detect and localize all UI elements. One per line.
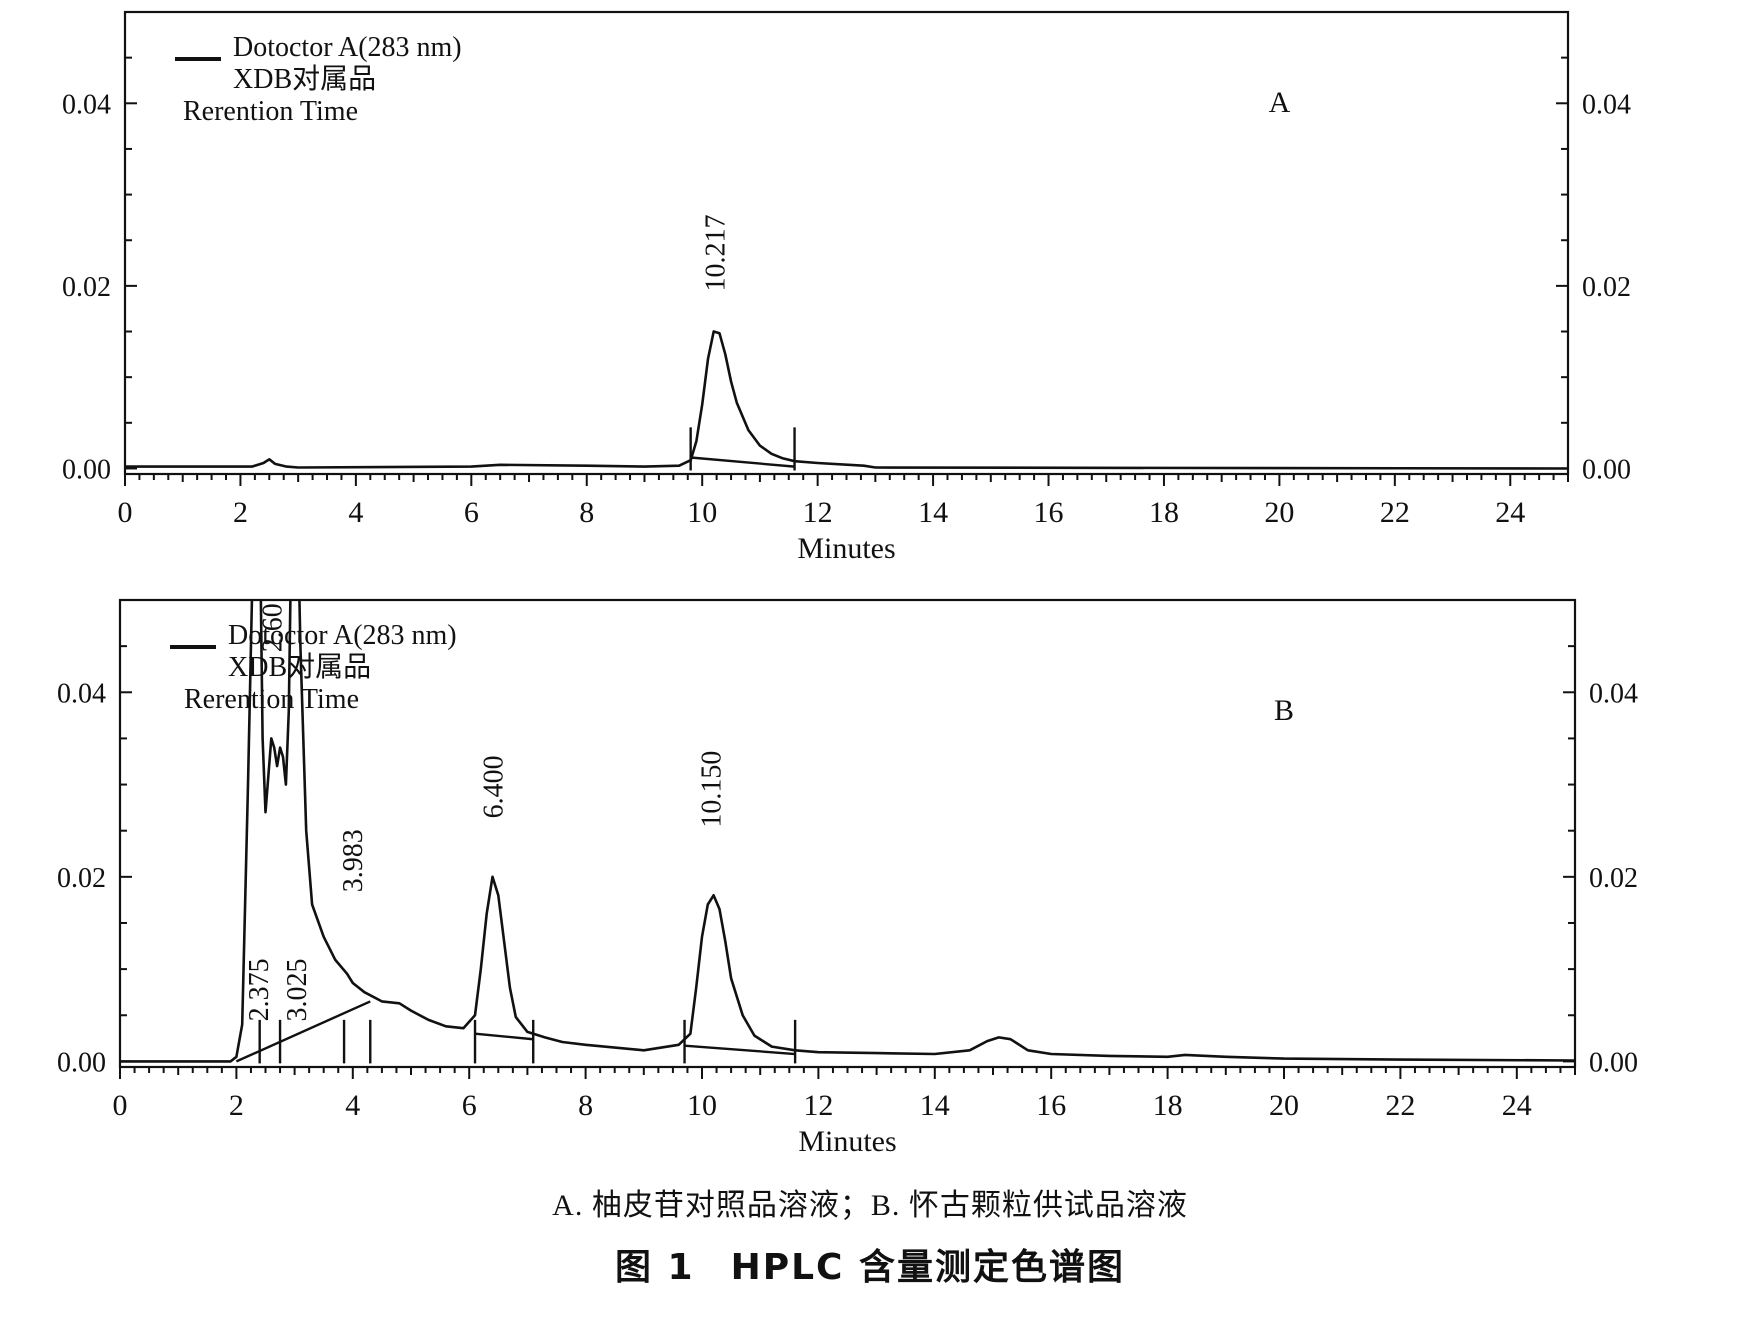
panel-a-ytick-label-left: 0.04 xyxy=(62,89,111,120)
panel-b-xtick-label: 16 xyxy=(1036,1089,1066,1122)
panel-a-xtick-label: 6 xyxy=(464,496,479,529)
panel-b-xtick-label: 8 xyxy=(578,1089,593,1122)
panel-a-xtick-label: 20 xyxy=(1264,496,1294,529)
panel-a-xtick-label: 14 xyxy=(918,496,948,529)
panel-b-baseline-segment xyxy=(684,1044,796,1056)
panel-b-xtick-label: 12 xyxy=(803,1089,833,1122)
panel-a-ytick-label-right: 0.04 xyxy=(1582,89,1631,120)
panel-b-xtick-label: 2 xyxy=(229,1089,244,1122)
panel-b-ytick-label-right: 0.02 xyxy=(1589,863,1638,894)
panel-a-panel-letter: A xyxy=(1269,86,1291,119)
panel-b-traces xyxy=(120,600,1575,1064)
panel-a-xtick-label: 18 xyxy=(1149,496,1179,529)
panel-b-x-axis-label: Minutes xyxy=(798,1125,896,1158)
panel-b-xtick-label: 0 xyxy=(113,1089,128,1122)
panel-a-peak-label: 10.217 xyxy=(701,214,732,291)
panel-b-ytick-label-left: 0.00 xyxy=(57,1047,106,1078)
panel-a-xtick-label: 2 xyxy=(233,496,248,529)
figure-title: 图 1 HPLC 含量测定色谱图 xyxy=(0,1238,1740,1290)
panel-a: 0.00 0.000.02 0.020.04 0.040 2 4 6 8 10 12 14 16 18 2… xyxy=(62,10,1631,565)
panel-a-x-axis-label: Minutes xyxy=(797,532,895,565)
panel-b-ytick-label-left: 0.02 xyxy=(57,863,106,894)
panel-b-panel-letter: B xyxy=(1274,694,1294,727)
panel-b-xtick-label: 6 xyxy=(462,1089,477,1122)
panel-a-ytick-label-right: 0.00 xyxy=(1582,454,1631,485)
panel-b-peak-label: 10.150 xyxy=(697,751,728,828)
panel-b-xtick-label: 18 xyxy=(1153,1089,1183,1122)
panel-b-xtick-label: 20 xyxy=(1269,1089,1299,1122)
panel-a-baseline-segment xyxy=(690,456,795,468)
panel-a-legend-line-2: XDB对属品 xyxy=(233,63,376,95)
panel-a-ytick-label-right: 0.02 xyxy=(1582,272,1631,303)
panel-b-peak-label: 2.60 xyxy=(257,603,288,652)
panel-b-ytick-label-right: 0.04 xyxy=(1589,678,1638,709)
panel-a-ytick-label-left: 0.00 xyxy=(62,454,111,485)
panel-a-xtick-label: 16 xyxy=(1034,496,1064,529)
panel-a-series-line xyxy=(125,330,1568,470)
panel-b-legend-line-3: Rerention Time xyxy=(184,684,359,715)
panel-b-xtick-label: 14 xyxy=(920,1089,950,1122)
panel-b-xtick-label: 4 xyxy=(345,1089,360,1122)
panel-b-xtick-label: 10 xyxy=(687,1089,717,1122)
panel-b-legend-line-1: Dotoctor A(283 nm) xyxy=(228,620,457,651)
figure-subcaption: A. 柚皮苷对照品溶液；B. 怀古颗粒供试品溶液 xyxy=(552,1189,1188,1222)
panel-b-series-line xyxy=(120,600,1575,1063)
panel-a-xtick-label: 10 xyxy=(687,496,717,529)
panel-a-xtick-label: 12 xyxy=(803,496,833,529)
panel-b-peak-label: 3.025 xyxy=(282,958,313,1021)
panel-b-peak-label: 3.983 xyxy=(338,829,369,892)
panel-a-xtick-label: 22 xyxy=(1380,496,1410,529)
panel-a-ytick-label-left: 0.02 xyxy=(62,272,111,303)
panel-a-xtick-label: 0 xyxy=(118,496,133,529)
panel-b-xtick-label: 24 xyxy=(1502,1089,1532,1122)
panel-a-legend-line-3: Rerention Time xyxy=(183,96,358,127)
panel-a-legend-line-1: Dotoctor A(283 nm) xyxy=(233,32,462,63)
panel-b-xtick-label: 22 xyxy=(1385,1089,1415,1122)
panel-b-peak-label: 2.375 xyxy=(244,958,275,1021)
panel-b-baseline-segment xyxy=(474,1032,534,1041)
panel-a-xtick-label: 4 xyxy=(348,496,363,529)
figure-number: 图 1 xyxy=(614,1247,695,1288)
panel-b-peak-label: 6.400 xyxy=(478,755,509,818)
panel-a-traces xyxy=(125,330,1568,471)
panel-a-xtick-label: 24 xyxy=(1495,496,1525,529)
panel-a-xtick-label: 8 xyxy=(579,496,594,529)
panel-b-ytick-label-left: 0.04 xyxy=(57,678,106,709)
panel-b-ytick-label-right: 0.00 xyxy=(1589,1047,1638,1078)
figure-title-text: HPLC 含量测定色谱图 xyxy=(730,1247,1125,1288)
panel-b: 0.00 0.000.02 0.020.04 0.040 2 4 6 8 10 12 14 16 18 2… xyxy=(57,598,1638,1158)
